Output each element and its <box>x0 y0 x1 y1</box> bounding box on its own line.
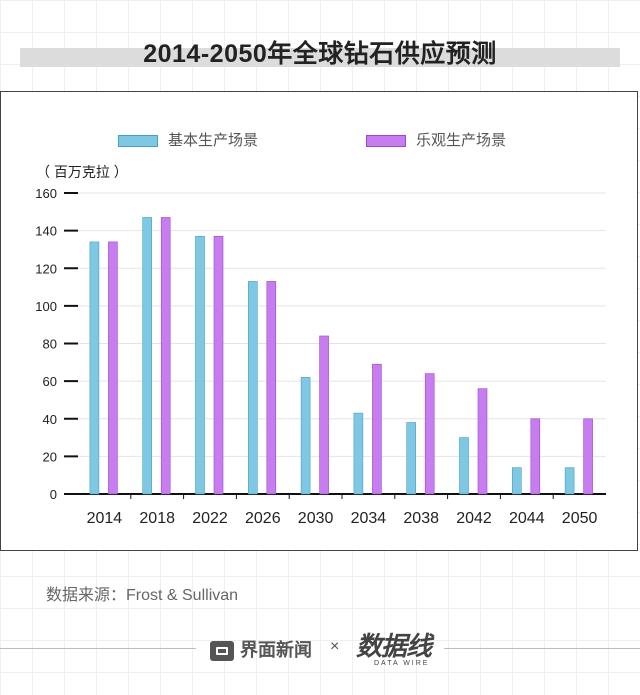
x-tick-label: 2044 <box>509 510 545 527</box>
x-tick-label: 2018 <box>139 510 175 527</box>
legend-item-basic: 基本生产场景 <box>118 129 258 150</box>
bar-basic <box>353 412 364 495</box>
footer-divider-right <box>444 648 640 649</box>
footer-brand: 界面新闻 <box>210 636 312 662</box>
y-axis-label: （ 百万克拉 ） <box>36 164 128 180</box>
legend-item-optimistic: 乐观生产场景 <box>366 129 506 150</box>
y-tick-label: 0 <box>50 487 57 502</box>
chart-title: 2014-2050年全球钻石供应预测 <box>143 40 497 68</box>
bar-optimistic <box>530 418 541 495</box>
legend-swatch-optimistic <box>366 135 406 148</box>
x-tick-label: 2050 <box>562 510 598 527</box>
bar-basic <box>459 437 469 495</box>
footer-datawire-logo: 数据线 <box>356 631 432 661</box>
bar-chart-plot: 0 20 40 60 80 100 120 140 160 2014 2018 2022 2026 203… <box>35 186 606 527</box>
title-highlight-bar <box>20 48 620 67</box>
data-source: 数据来源：Frost & Sullivan <box>46 587 239 604</box>
legend-swatch-basic <box>118 135 158 148</box>
x-tick-label: 2034 <box>351 510 387 527</box>
bar-basic <box>564 467 575 495</box>
bar-basic <box>89 241 100 495</box>
footer-divider-left <box>0 648 196 649</box>
bar-optimistic <box>213 235 224 495</box>
bar-basic <box>511 467 522 495</box>
legend-label-basic: 基本生产场景 <box>168 132 259 149</box>
y-tick-label: 120 <box>35 261 57 276</box>
bar-basic <box>142 217 152 495</box>
bar-basic <box>406 422 417 495</box>
x-tick-label: 2038 <box>403 510 439 527</box>
footer-brand-name: 界面新闻 <box>240 640 312 660</box>
x-tick-label: 2014 <box>87 510 123 527</box>
bar-optimistic <box>319 335 329 495</box>
bar-optimistic <box>372 363 382 495</box>
bar-optimistic <box>160 217 171 495</box>
footer-separator: × <box>330 638 340 655</box>
bar-optimistic <box>108 241 118 495</box>
bar-optimistic <box>583 418 593 495</box>
y-tick-label: 20 <box>43 449 57 464</box>
bar-basic <box>195 235 205 495</box>
y-tick-label: 160 <box>35 186 57 201</box>
x-tick-label: 2030 <box>298 510 334 527</box>
footer-datawire-subtitle: DATA WIRE <box>374 660 430 667</box>
y-tick-label: 40 <box>43 412 57 427</box>
brand-logo-icon <box>210 641 234 662</box>
bar-optimistic <box>477 388 488 495</box>
y-tick-label: 80 <box>43 337 57 352</box>
bar-optimistic <box>424 373 435 495</box>
bar-optimistic <box>266 281 277 495</box>
y-tick-label: 140 <box>35 224 57 239</box>
bar-basic <box>248 281 258 495</box>
y-tick-label: 60 <box>43 374 57 389</box>
x-tick-label: 2026 <box>245 510 281 527</box>
legend-label-optimistic: 乐观生产场景 <box>416 132 507 149</box>
bar-basic <box>300 377 311 495</box>
y-tick-label: 100 <box>35 299 57 314</box>
x-tick-label: 2042 <box>456 510 492 527</box>
x-tick-label: 2022 <box>192 510 228 527</box>
